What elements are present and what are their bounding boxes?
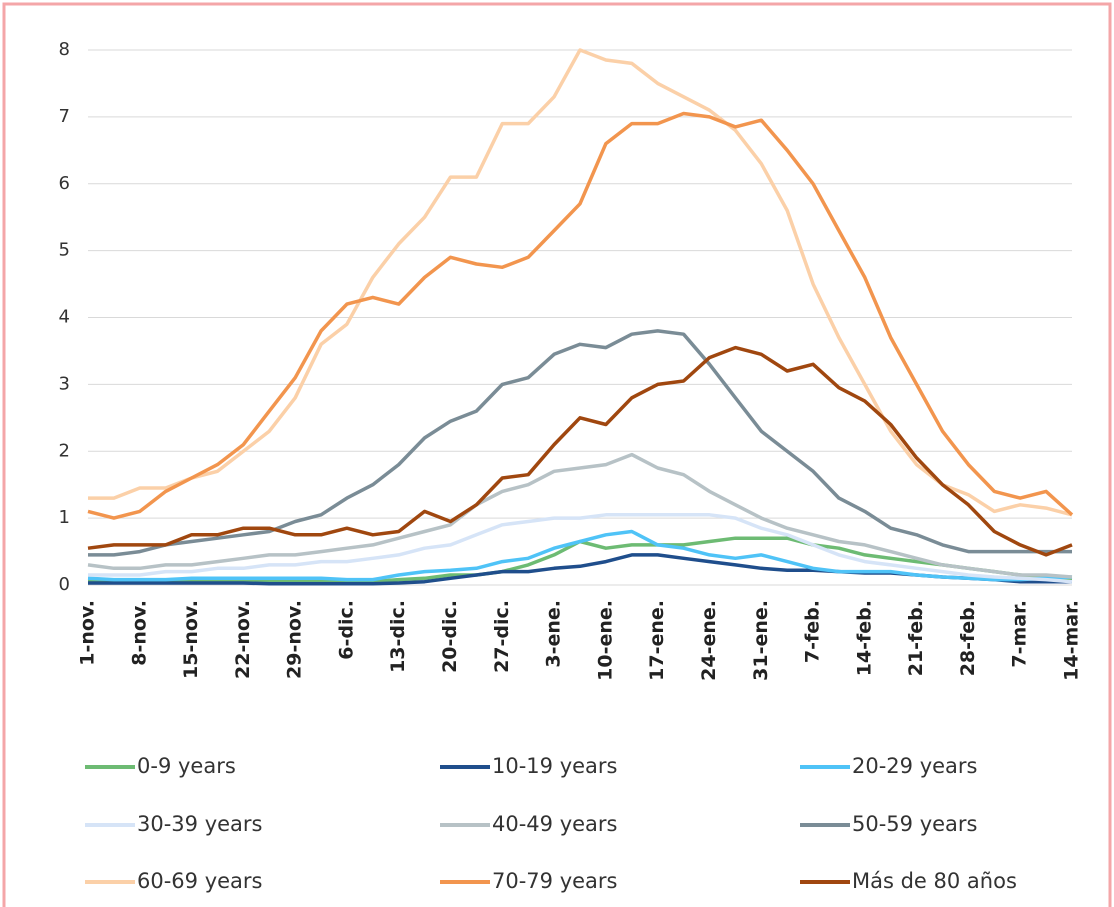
x-tick-label: 3-ene.: [543, 600, 565, 668]
legend-label: 50-59 years: [852, 812, 978, 836]
x-tick-label: 24-ene.: [698, 600, 720, 681]
x-tick-label: 10-ene.: [594, 600, 616, 681]
x-tick-label: 27-dic.: [491, 600, 513, 673]
y-tick-label: 7: [59, 106, 70, 127]
y-tick-label: 3: [59, 373, 70, 394]
x-tick-label: 7-mar.: [1009, 600, 1031, 668]
legend-label: 10-19 years: [492, 754, 618, 778]
x-tick-label: 21-feb.: [905, 600, 927, 676]
legend-label: 30-39 years: [137, 812, 263, 836]
series-line: [87, 529, 1073, 582]
legend-label: 70-79 years: [492, 869, 618, 893]
x-tick-label: 29-nov.: [284, 600, 306, 679]
legend-label: 0-9 years: [137, 754, 236, 778]
x-tick-label: 22-nov.: [232, 600, 254, 679]
y-tick-label: 6: [59, 173, 70, 194]
x-tick-label: 7-feb.: [802, 600, 824, 663]
x-tick-label: 6-dic.: [335, 600, 357, 660]
y-tick-label: 8: [59, 39, 70, 60]
x-tick-label: 8-nov.: [128, 600, 150, 666]
legend-label: 20-29 years: [852, 754, 978, 778]
y-tick-label: 5: [59, 240, 70, 261]
series-line: [88, 48, 1073, 517]
legend-label: 60-69 years: [137, 869, 263, 893]
series-line: [87, 452, 1073, 579]
y-tick-label: 2: [59, 440, 70, 461]
x-tick-label: 15-nov.: [180, 600, 202, 679]
x-tick-label: 28-feb.: [957, 600, 979, 676]
y-tick-label: 1: [59, 507, 70, 528]
x-tick-label: 17-ene.: [646, 600, 668, 681]
legend-label: 40-49 years: [492, 812, 618, 836]
x-tick-label: 14-feb.: [853, 600, 875, 676]
x-tick-label: 13-dic.: [387, 600, 409, 673]
x-tick-label: 20-dic.: [439, 600, 461, 673]
y-tick-label: 0: [59, 574, 70, 595]
x-tick-label: 14-mar.: [1061, 600, 1083, 681]
series-line: [88, 513, 1073, 584]
series-line: [87, 111, 1074, 520]
x-tick-label: 1-nov.: [77, 600, 99, 666]
y-tick-label: 4: [59, 307, 70, 328]
series-line: [87, 345, 1073, 557]
x-tick-label: 31-ene.: [750, 600, 772, 681]
legend-label: Más de 80 años: [852, 869, 1017, 893]
series-line: [88, 329, 1072, 557]
